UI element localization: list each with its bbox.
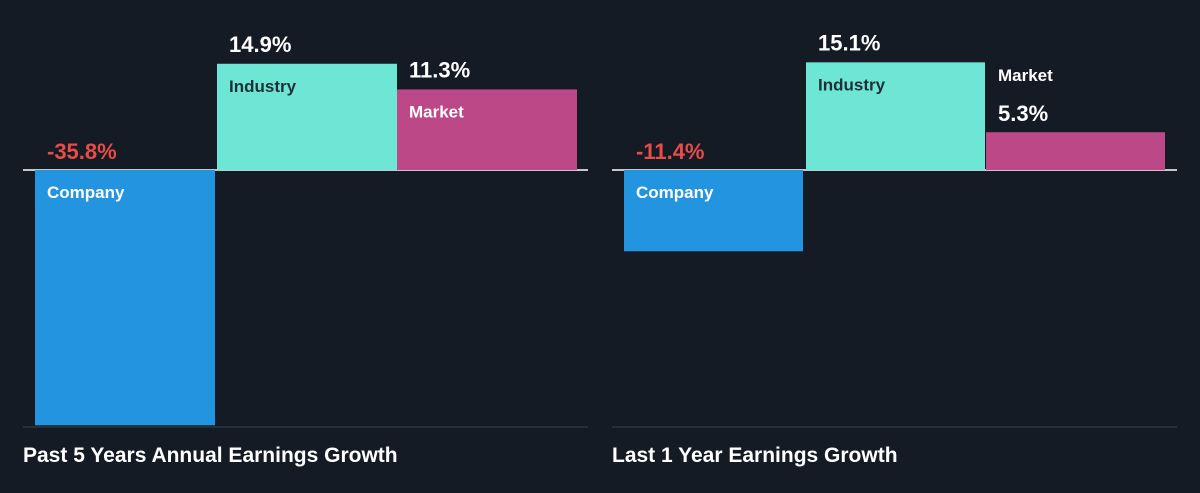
chart-0-bar-industry (217, 63, 397, 170)
chart-0-value-label-market: 11.3% (409, 57, 470, 82)
chart-title-past-5-years: Past 5 Years Annual Earnings Growth (23, 444, 398, 467)
chart-0-category-label-market: Market (409, 102, 464, 121)
chart-1-category-label-company: Company (636, 183, 714, 202)
chart-1-bar-industry (806, 62, 985, 170)
chart-1-bar-company (624, 170, 803, 252)
chart-0-bar-company (35, 170, 215, 426)
chart-1-value-label-market: 5.3% (998, 101, 1048, 126)
chart-1-bar-market (986, 132, 1165, 170)
chart-0-bar-market (397, 89, 577, 170)
chart-0-value-label-industry: 14.9% (229, 32, 291, 57)
chart-title-last-1-year: Last 1 Year Earnings Growth (612, 444, 898, 467)
chart-1-category-label-market: Market (998, 66, 1053, 85)
chart-1-category-label-industry: Industry (818, 75, 886, 94)
chart-0-category-label-industry: Industry (229, 77, 297, 96)
chart-1-value-label-company: -11.4% (636, 139, 705, 164)
chart-0-category-label-company: Company (47, 183, 125, 202)
chart-0-value-label-company: -35.8% (47, 139, 117, 164)
chart-1-value-label-industry: 15.1% (818, 30, 880, 55)
